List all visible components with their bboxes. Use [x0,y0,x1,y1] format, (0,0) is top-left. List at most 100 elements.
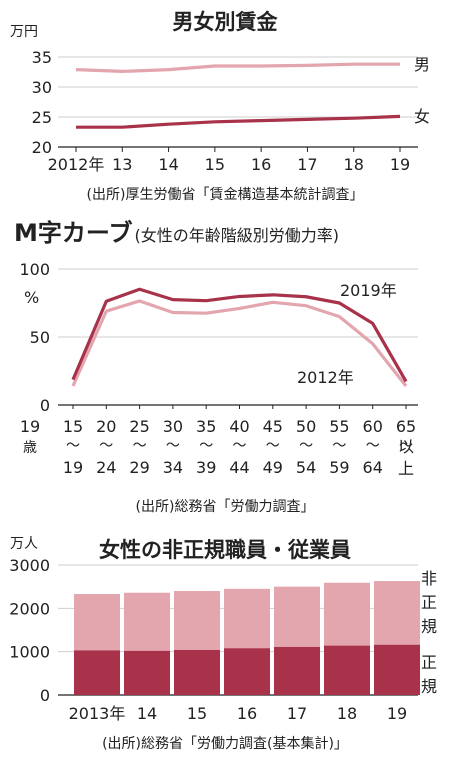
wage-x-tick: 15 [205,155,225,174]
wage-chart-unit: 万円 [10,24,38,40]
wage-x-tick: 16 [251,155,271,174]
m-curve-y-ticks: 0 50 100 [19,260,50,415]
m-curve-x-tick-tilde: 〜 [99,438,113,454]
m-curve-chart: M字カーブ (女性の年齢階級別労働力率) 0 50 100 % 15 〜 19 20 〜 24 2… [14,219,418,515]
m-curve-x-tick-tilde: 〜 [299,438,313,454]
m-curve-x-tick-bottom: 29 [129,458,149,477]
m-curve-x-tick-top: 50 [296,417,316,436]
m-curve-subtitle: (女性の年齢階級別労働力率) [134,226,339,245]
legend-regular-char: 正 [421,653,437,672]
wage-line-men [75,62,400,74]
bar-nonregular [274,586,320,647]
wage-y-tick: 20 [32,138,52,157]
wage-y-tick: 30 [32,78,52,97]
m-curve-title-line: M字カーブ (女性の年齢階級別労働力率) [14,219,339,247]
m-curve-x-tick-bottom: 64 [363,458,383,477]
legend-nonregular-char: 規 [421,617,437,636]
bar-nonregular [74,594,120,651]
m-curve-x-tick-bottom: 39 [196,458,216,477]
m-curve-line-2012 [71,299,408,387]
m-curve-series-label-2019: 2019年 [340,281,397,300]
m-curve-x-tick-bottom: 上 [398,459,414,478]
m-curve-x-tick-tilde: 〜 [266,438,280,454]
nonregular-y-tick: 3000 [9,556,50,575]
m-curve-x-ticks: 15 〜 19 20 〜 24 25 〜 29 30 〜 34 35 〜 39 40 〜 44 45 〜 49 50 〜 54… [20,405,416,478]
wage-x-tick: 17 [297,155,317,174]
wage-series-label-men: 男 [414,55,430,74]
wage-chart-y-ticks: 20 25 30 35 [32,48,52,157]
wage-chart-lines [75,62,401,129]
wage-x-tick: 2012年 [48,155,105,174]
wage-x-tick: 13 [112,155,132,174]
m-curve-source: (出所)総務省「労働力調査」 [136,499,315,515]
nonregular-y-tick: 1000 [9,643,50,662]
m-curve-x-tick-tilde: 〜 [166,438,180,454]
m-curve-x-tick-top: 15 [63,417,83,436]
nonregular-x-tick: 14 [137,704,157,723]
m-curve-x-tick-tilde: 〜 [332,438,346,454]
nonregular-chart: 万人 女性の非正規職員・従業員 0 1000 2000 3000 2013年 14 15 1… [9,536,437,752]
nonregular-x-tick: 2013年 [69,704,126,723]
bar-nonregular [174,591,220,650]
nonregular-chart-bars [74,581,420,695]
bar-regular [124,650,170,695]
bar-nonregular [374,581,420,645]
m-curve-x-tick-top: 20 [96,417,116,436]
m-curve-title: M字カーブ [14,219,132,247]
m-curve-x-tick-bottom: 以 [398,437,414,456]
m-curve-x-tick-bottom: 24 [96,458,116,477]
wage-chart-title: 男女別賃金 [173,10,279,34]
m-curve-x-tick-tilde: 〜 [366,438,380,454]
m-curve-x-tick-top: 55 [329,417,349,436]
nonregular-chart-unit: 万人 [10,536,38,552]
m-curve-line-2019 [71,287,408,383]
bar-regular [324,645,370,695]
wage-x-tick: 14 [158,155,178,174]
m-curve-x-tick-top: 65 [396,417,416,436]
nonregular-x-tick: 16 [237,704,257,723]
m-curve-x-tick-top: 40 [229,417,249,436]
legend-nonregular-char: 正 [421,593,437,612]
bar-nonregular [224,588,270,649]
nonregular-x-tick: 19 [387,704,407,723]
m-curve-x-tick-top: 35 [196,417,216,436]
m-curve-x-tick-bottom: 34 [163,458,183,477]
m-curve-x-tick-top: 45 [263,417,283,436]
m-curve-x-tick-bottom: 19 [63,458,83,477]
legend-regular-char: 規 [421,677,437,696]
nonregular-chart-x-ticks: 2013年 14 15 16 17 18 19 [69,704,408,723]
bar-nonregular [324,582,370,646]
m-curve-x-tick-top: 60 [363,417,383,436]
legend-nonregular-char: 非 [421,569,437,588]
nonregular-x-tick: 15 [187,704,207,723]
nonregular-chart-y-ticks: 0 1000 2000 3000 [9,556,50,705]
bar-regular [374,644,420,695]
nonregular-y-tick: 2000 [9,599,50,618]
m-curve-x-tick-tilde: 〜 [66,438,80,454]
wage-chart-x-ticks: 2012年 13 14 15 16 17 18 19 [48,147,410,174]
wage-y-tick: 35 [32,48,52,67]
bar-regular [274,646,320,695]
m-curve-x-tick-top: 25 [129,417,149,436]
m-curve-x-tick-tilde: 〜 [233,438,247,454]
bar-regular [74,650,120,695]
m-curve-x-tick-tilde: 〜 [199,438,213,454]
m-curve-y-tick: 100 [19,260,50,279]
nonregular-x-tick: 17 [287,704,307,723]
wage-series-label-women: 女 [414,107,430,126]
m-curve-series-label-2012: 2012年 [297,368,354,387]
m-curve-lines [71,287,408,387]
m-curve-x-tick-bottom: 44 [229,458,249,477]
bar-regular [224,648,270,695]
m-curve-x-unit: 歳 [23,440,37,456]
wage-chart-source: (出所)厚生労働省「賃金構造基本統計調査」 [87,186,364,203]
wage-x-tick: 18 [344,155,364,174]
m-curve-unit: % [24,288,39,307]
bar-nonregular [124,592,170,651]
nonregular-y-tick: 0 [40,686,50,705]
nonregular-chart-title: 女性の非正規職員・従業員 [99,538,351,562]
m-curve-x-age-19: 19 [20,417,40,436]
